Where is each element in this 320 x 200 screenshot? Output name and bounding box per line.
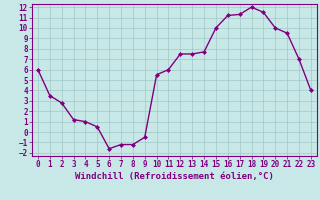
X-axis label: Windchill (Refroidissement éolien,°C): Windchill (Refroidissement éolien,°C) xyxy=(75,172,274,181)
